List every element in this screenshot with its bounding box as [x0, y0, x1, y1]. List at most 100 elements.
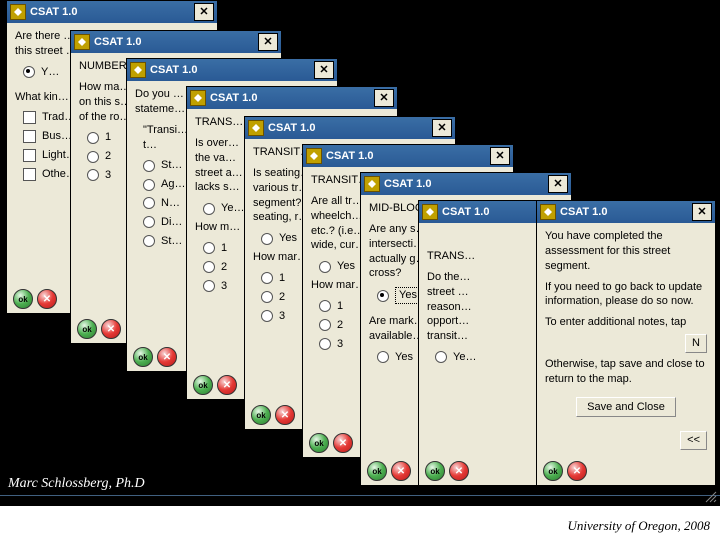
cancel-button[interactable] [333, 433, 353, 453]
radio-icon [319, 338, 331, 350]
cancel-button[interactable] [449, 461, 469, 481]
titlebar[interactable]: CSAT 1.0 ✕ [7, 1, 217, 23]
app-icon [540, 204, 556, 220]
cancel-button[interactable] [275, 405, 295, 425]
text-line: seating, r… [253, 211, 309, 223]
titlebar[interactable]: CSAT 1.0 [419, 201, 537, 223]
cancel-button[interactable] [37, 289, 57, 309]
option-label: 1 [279, 271, 285, 286]
cancel-button[interactable] [391, 461, 411, 481]
cancel-button[interactable] [567, 461, 587, 481]
titlebar[interactable]: CSAT 1.0 ✕ [361, 173, 571, 195]
info-text: You have completed the assessment for th… [545, 229, 707, 274]
window-title: CSAT 1.0 [268, 122, 315, 134]
close-icon[interactable]: ✕ [258, 33, 278, 51]
text-line: this street … [15, 45, 77, 57]
checkbox-icon [23, 168, 36, 181]
text-line: etc.? (i.e… [311, 225, 364, 237]
close-icon[interactable]: ✕ [374, 89, 394, 107]
text-line: intersecti… [369, 238, 424, 250]
cancel-button[interactable] [101, 319, 121, 339]
save-and-close-button[interactable]: Save and Close [576, 397, 676, 418]
text-line: Are there … [15, 30, 74, 42]
option-label: 1 [221, 241, 227, 256]
titlebar[interactable]: CSAT 1.0 ✕ [71, 31, 281, 53]
text-line: Are mark… [369, 315, 425, 327]
text-line: wheelch… [311, 210, 362, 222]
radio-icon [319, 319, 331, 331]
radio-icon [377, 351, 389, 363]
titlebar[interactable]: CSAT 1.0 ✕ [245, 117, 455, 139]
ok-button[interactable] [133, 347, 153, 367]
radio-icon [377, 290, 389, 302]
option-label: Yes [395, 350, 413, 365]
radio-icon [435, 351, 447, 363]
close-icon[interactable]: ✕ [692, 203, 712, 221]
radio-icon [87, 169, 99, 181]
close-icon[interactable]: ✕ [314, 61, 334, 79]
text-line: available… [369, 330, 423, 342]
option-label: 2 [279, 290, 285, 305]
notes-button[interactable]: N [685, 334, 707, 353]
text-line: opport… [427, 315, 469, 327]
option-label: St… [161, 234, 182, 249]
window-title: CSAT 1.0 [560, 206, 607, 218]
csat-window-8: CSAT 1.0 ✕ You have completed the assess… [536, 200, 716, 486]
option-label: 1 [105, 130, 111, 145]
text-line: the va… [195, 152, 236, 164]
back-button[interactable]: << [680, 431, 707, 450]
text-line: street a… [195, 167, 243, 179]
option-label: 3 [279, 309, 285, 324]
app-icon [190, 90, 206, 106]
ok-button[interactable] [77, 319, 97, 339]
window-title: CSAT 1.0 [210, 92, 257, 104]
titlebar[interactable]: CSAT 1.0 ✕ [537, 201, 715, 223]
text-line: Is over… [195, 137, 239, 149]
ok-button[interactable] [367, 461, 387, 481]
ok-button[interactable] [193, 375, 213, 395]
cancel-button[interactable] [217, 375, 237, 395]
cancel-button[interactable] [157, 347, 177, 367]
option-label: Yes [279, 231, 297, 246]
section-heading: TRANS… [427, 249, 529, 264]
text-line: stateme… [135, 103, 185, 115]
text-line: reason… [427, 301, 472, 313]
affiliation-footer: University of Oregon, 2008 [568, 518, 711, 534]
ok-button[interactable] [543, 461, 563, 481]
csat-window-7: CSAT 1.0 TRANS… Do the…street …reason…op… [418, 200, 538, 486]
radio-option[interactable]: Ye… [435, 350, 529, 365]
checkbox-icon [23, 130, 36, 143]
ok-button[interactable] [309, 433, 329, 453]
close-icon[interactable]: ✕ [548, 175, 568, 193]
close-icon[interactable]: ✕ [432, 119, 452, 137]
titlebar[interactable]: CSAT 1.0 ✕ [187, 87, 397, 109]
ok-button[interactable] [425, 461, 445, 481]
option-label: 2 [337, 318, 343, 333]
radio-icon [261, 291, 273, 303]
option-label: Yes [337, 259, 355, 274]
radio-icon [143, 179, 155, 191]
option-label: N… [161, 196, 180, 211]
radio-icon [143, 216, 155, 228]
title-line2: Streets [593, 58, 702, 103]
option-label: 3 [105, 168, 111, 183]
window-title: CSAT 1.0 [94, 36, 141, 48]
titlebar[interactable]: CSAT 1.0 ✕ [303, 145, 513, 167]
ok-button[interactable] [13, 289, 33, 309]
radio-icon [203, 261, 215, 273]
close-icon[interactable]: ✕ [194, 3, 214, 21]
slide-title: Complete Streets [546, 18, 702, 102]
radio-icon [319, 300, 331, 312]
radio-icon [87, 132, 99, 144]
resize-grip-icon[interactable] [704, 490, 718, 504]
text-line: To enter additional notes, tap [545, 316, 686, 328]
close-icon[interactable]: ✕ [490, 147, 510, 165]
ok-button[interactable] [251, 405, 271, 425]
option-label: Ye… [453, 350, 476, 365]
radio-icon [261, 233, 273, 245]
titlebar[interactable]: CSAT 1.0 ✕ [127, 59, 337, 81]
app-icon [248, 120, 264, 136]
title-line1: Complete [546, 16, 702, 61]
option-label: St… [161, 158, 182, 173]
text-line: street … [427, 286, 469, 298]
